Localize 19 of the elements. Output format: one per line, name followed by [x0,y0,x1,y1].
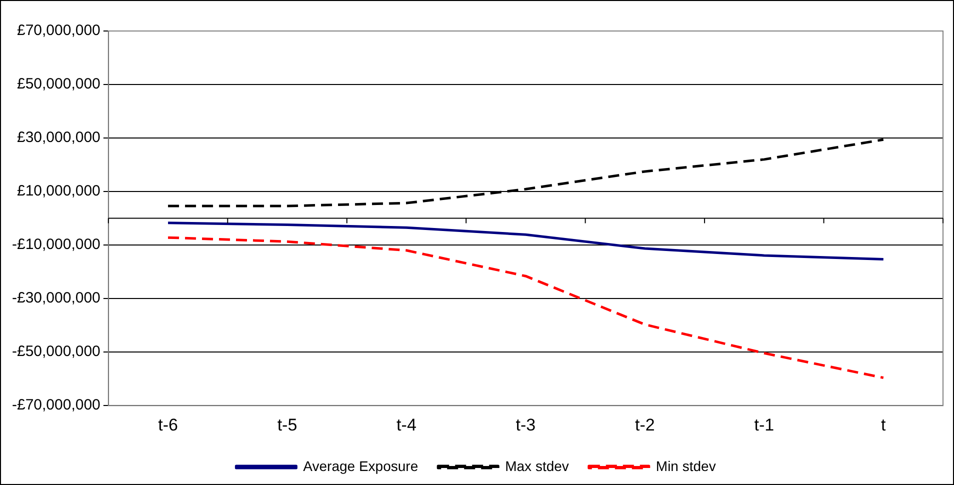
x-tick-label: t-5 [277,415,298,434]
legend-label: Max stdev [505,458,569,474]
y-tick-label: £10,000,000 [16,182,100,200]
y-tick-label: £30,000,000 [16,129,100,146]
legend-label: Min stdev [656,458,716,474]
legend-label: Average Exposure [303,458,418,474]
y-tick-label: £50,000,000 [16,76,100,93]
x-tick-label: t-6 [158,415,178,434]
y-tick-label: -£70,000,000 [12,396,100,414]
y-tick-label: -£10,000,000 [12,236,100,254]
x-tick-label: t-3 [516,415,536,434]
x-tick-label: t-2 [635,415,655,434]
x-tick-label: t-4 [396,415,416,434]
x-tick-label: t [881,415,886,434]
y-tick-label: -£50,000,000 [12,343,100,360]
y-tick-label: £70,000,000 [16,22,100,40]
y-tick-label: -£30,000,000 [12,290,100,307]
line-series [166,236,885,380]
x-tick-label: t-1 [754,415,774,434]
